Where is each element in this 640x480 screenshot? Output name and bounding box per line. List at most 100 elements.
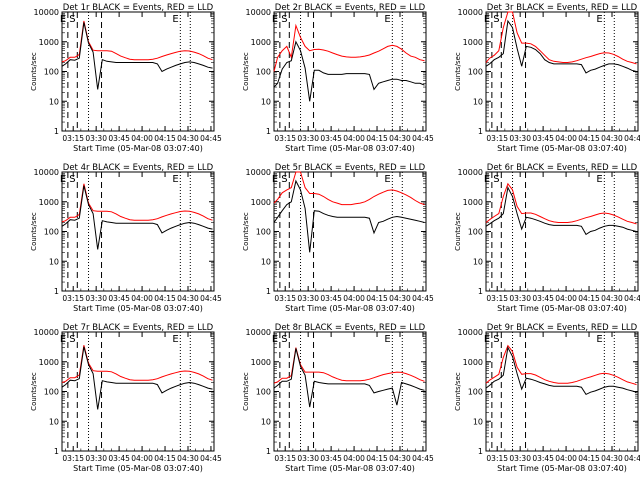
y-tick-label: 10000 [458, 8, 483, 17]
x-tick-label: 03:15 [486, 454, 508, 463]
event-marker-letter: S [281, 334, 287, 345]
x-axis-label: Start Time (05-Mar-08 03:07:40) [497, 304, 627, 313]
y-tick-label: 1000 [463, 358, 483, 367]
event-marker-letter: S [493, 334, 499, 345]
y-tick-label: 1 [54, 127, 59, 136]
series-lld-line [485, 11, 637, 65]
y-axis-label: Counts/sec [454, 52, 462, 91]
x-tick-label: 04:45 [624, 454, 640, 463]
event-marker-letter: E [596, 334, 602, 345]
x-tick-label: 04:30 [177, 134, 199, 143]
y-tick-label: 10 [261, 97, 271, 106]
y-tick-label: 10 [473, 417, 483, 426]
x-tick-label: 03:45 [532, 454, 554, 463]
event-marker-letter: E [60, 174, 66, 185]
x-tick-label: 04:45 [412, 294, 434, 303]
series-lld-line [273, 171, 425, 206]
y-tick-label: 10000 [458, 328, 483, 337]
x-tick-label: 04:30 [601, 294, 623, 303]
x-tick-label: 03:15 [486, 134, 508, 143]
y-tick-label: 100 [44, 68, 59, 77]
series-events-line [273, 40, 425, 102]
panel-det-9: Det 9r BLACK = Events, RED = LLD 1 10 100 10… [454, 323, 640, 473]
x-tick-label: 04:00 [343, 134, 365, 143]
x-tick-label: 04:45 [200, 134, 222, 143]
panel-title: Det 9r BLACK = Events, RED = LLD [487, 323, 638, 333]
x-tick-label: 04:15 [578, 454, 600, 463]
event-marker-letter: S [69, 174, 75, 185]
x-tick-label: 03:45 [532, 134, 554, 143]
event-marker-letter: S [493, 174, 499, 185]
y-tick-label: 10 [49, 97, 59, 106]
event-marker-letter: E [596, 174, 602, 185]
plot-frame [485, 11, 639, 132]
y-tick-label: 1000 [39, 358, 59, 367]
y-tick-label: 1 [266, 287, 271, 296]
x-tick-label: 04:15 [366, 134, 388, 143]
y-tick-label: 1000 [463, 198, 483, 207]
y-tick-label: 100 [468, 388, 483, 397]
plot-frame [273, 11, 427, 132]
x-axis-label: Start Time (05-Mar-08 03:07:40) [497, 144, 627, 153]
event-marker-letter: E [484, 174, 490, 185]
panel-title: Det 3r BLACK = Events, RED = LLD [487, 3, 638, 13]
x-tick-label: 04:30 [389, 294, 411, 303]
panel-title: Det 2r BLACK = Events, RED = LLD [275, 3, 426, 13]
panel-title: Det 6r BLACK = Events, RED = LLD [487, 163, 638, 173]
x-tick-label: 04:15 [154, 134, 176, 143]
x-tick-label: 04:45 [200, 454, 222, 463]
x-tick-label: 03:45 [108, 294, 130, 303]
x-axis-label: Start Time (05-Mar-08 03:07:40) [285, 144, 415, 153]
y-tick-label: 100 [256, 68, 271, 77]
x-tick-label: 03:15 [274, 134, 296, 143]
y-tick-label: 1 [266, 127, 271, 136]
y-axis-label: Counts/sec [30, 212, 38, 251]
y-axis-label: Counts/sec [30, 52, 38, 91]
x-tick-label: 04:30 [389, 134, 411, 143]
x-tick-label: 04:00 [131, 134, 153, 143]
x-tick-label: 04:45 [624, 134, 640, 143]
panel-title: Det 7r BLACK = Events, RED = LLD [63, 323, 214, 333]
series-events-line [273, 348, 425, 408]
series-events-line [61, 185, 213, 250]
x-tick-label: 04:00 [555, 294, 577, 303]
panel-title: Det 4r BLACK = Events, RED = LLD [63, 163, 214, 173]
x-tick-label: 03:30 [85, 294, 107, 303]
y-tick-label: 1000 [251, 358, 271, 367]
x-tick-label: 04:45 [412, 134, 434, 143]
y-tick-label: 1 [478, 127, 483, 136]
y-tick-label: 10000 [246, 8, 271, 17]
panel-det-7: Det 7r BLACK = Events, RED = LLD 1 10 100 10… [30, 323, 222, 473]
x-axis-label: Start Time (05-Mar-08 03:07:40) [285, 304, 415, 313]
series-events-line [61, 22, 213, 90]
x-tick-label: 04:00 [555, 134, 577, 143]
event-marker-letter: E [384, 174, 390, 185]
event-marker-letter: S [69, 334, 75, 345]
series-events-line [485, 186, 637, 236]
panel-det-1: Det 1r BLACK = Events, RED = LLD 1 10 100 10… [30, 3, 222, 153]
x-tick-label: 04:15 [578, 294, 600, 303]
x-tick-label: 04:30 [177, 294, 199, 303]
y-tick-label: 1 [266, 447, 271, 456]
y-tick-label: 1000 [251, 38, 271, 47]
series-lld-line [485, 182, 637, 225]
event-marker-letter: S [493, 14, 499, 25]
y-tick-label: 100 [44, 228, 59, 237]
x-tick-label: 04:00 [131, 294, 153, 303]
x-axis-label: Start Time (05-Mar-08 03:07:40) [73, 464, 203, 473]
x-tick-label: 03:45 [320, 294, 342, 303]
panel-det-6: Det 6r BLACK = Events, RED = LLD 1 10 100 10… [454, 163, 640, 313]
x-tick-label: 04:00 [343, 294, 365, 303]
panel-title: Det 5r BLACK = Events, RED = LLD [275, 163, 426, 173]
y-tick-label: 100 [44, 388, 59, 397]
plot-frame [61, 11, 215, 132]
x-tick-label: 04:30 [601, 454, 623, 463]
x-tick-label: 03:30 [297, 294, 319, 303]
x-tick-label: 04:45 [412, 454, 434, 463]
x-tick-label: 03:15 [62, 294, 84, 303]
x-tick-label: 04:30 [601, 134, 623, 143]
y-tick-label: 1000 [463, 38, 483, 47]
event-marker-letter: E [384, 334, 390, 345]
event-marker-letter: E [596, 14, 602, 25]
